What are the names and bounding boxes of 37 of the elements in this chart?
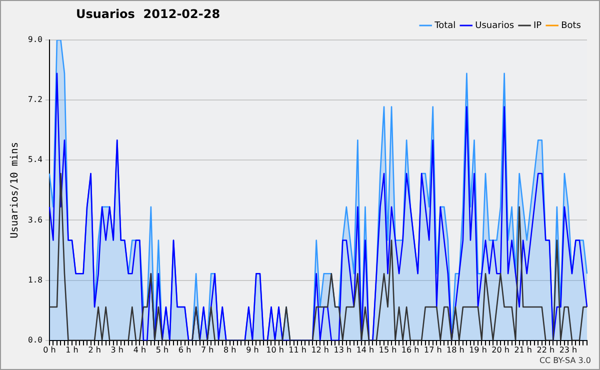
chart-title: Usuarios 2012-02-28 xyxy=(76,7,220,21)
x-tick-label: 6 h xyxy=(178,345,192,354)
x-tick-label: 17 h xyxy=(424,345,442,354)
text: CC BY-SA 3.0 xyxy=(539,356,591,365)
x-tick-label: 8 h xyxy=(224,345,236,354)
x-tick-label: 19 h xyxy=(469,345,487,354)
x-tick-label: 12 h xyxy=(311,345,330,354)
x-tick-label: 11 h xyxy=(288,345,306,354)
x-tick-label: 21 h xyxy=(514,345,532,354)
x-tick-label: 2 h xyxy=(88,345,101,354)
legend-label: Total xyxy=(434,20,456,31)
x-tick-label: 4 h xyxy=(133,345,146,354)
y-tick-label: 0.0 xyxy=(28,335,43,344)
legend-label: Usuarios xyxy=(475,20,514,31)
legend-label: Bots xyxy=(561,20,582,31)
y-tick-label: 1.8 xyxy=(28,275,43,284)
x-tick-label: 22 h xyxy=(536,345,555,354)
x-tick-label: 9 h xyxy=(246,345,259,354)
x-tick-label: 23 h xyxy=(559,345,578,354)
x-tick-label: 20 h xyxy=(492,345,510,354)
y-tick-label: 5.4 xyxy=(28,155,43,164)
x-tick-label: 7 h xyxy=(200,345,214,354)
legend-label: IP xyxy=(534,20,542,31)
x-tick-label: 13 h xyxy=(334,345,352,354)
x-tick-label: 5 h xyxy=(156,345,169,354)
y-tick-label: 3.6 xyxy=(28,215,43,224)
x-tick-label: 10 h xyxy=(266,345,284,354)
x-tick-label: 14 h xyxy=(356,345,374,354)
y-tick-label: 9.0 xyxy=(28,35,43,44)
y-axis-title: Usuarios/10 mins xyxy=(10,142,21,238)
y-tick-label: 7.2 xyxy=(28,95,43,104)
x-tick-label: 1 h xyxy=(66,345,78,354)
x-tick-label: 0 h xyxy=(43,345,56,354)
x-tick-label: 15 h xyxy=(378,345,397,354)
x-tick-label: 18 h xyxy=(446,345,464,354)
x-tick-label: 16 h xyxy=(401,345,420,354)
x-tick-label: 3 h xyxy=(110,345,124,354)
